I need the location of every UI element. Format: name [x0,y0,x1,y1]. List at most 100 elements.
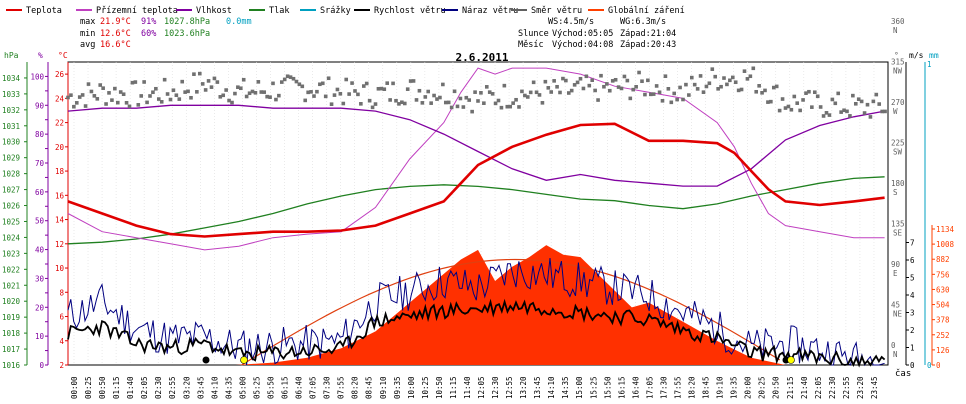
legend-label-5: Rychlost větru [374,6,446,16]
x-tick-label: 22:55 [842,376,851,399]
wind-direction-point [74,101,79,105]
legend-label-4: Srážky [320,6,351,16]
wind-direction-point [581,86,586,91]
wind-direction-point [370,105,375,110]
x-tick-label: 18:45 [702,376,711,399]
wind-direction-point [236,85,240,89]
humidity-tick-label: 30 [35,274,45,283]
wind-direction-point [262,90,267,94]
wind-direction-point [640,79,644,84]
wind-direction-point [687,93,691,97]
wind-direction-point [821,114,826,118]
unit-wind-direction: ° [894,51,899,60]
wind-direction-point [209,85,214,89]
wind-dir-label: N [893,350,898,359]
temperature-tick-label: 14 [55,216,65,225]
wind-direction-point [754,89,759,94]
wind-direction-point [212,76,217,81]
x-tick-label: 03:45 [196,376,205,399]
wind-direction-point [552,79,556,83]
wind-direction-point [616,85,621,89]
wind-direction-point [663,74,668,79]
wind-direction-point [426,89,431,94]
wind-direction-point [282,77,287,82]
wind-direction-point [745,77,750,81]
wind-direction-point [473,90,477,94]
wind-direction-point [520,89,524,94]
x-tick-label: 22:05 [814,376,823,399]
x-tick-label: 05:00 [238,376,247,399]
wind-direction-point [607,88,612,93]
wind-direction-point [443,100,448,105]
legend-label-8: Globální záření [608,6,685,16]
x-tick-label: 11:40 [463,376,472,399]
info-block: WS:4.5m/s WG:6.3m/s Slunce Východ:05:05 … [518,17,676,50]
temperature-tick-label: 8 [59,288,64,297]
humidity-tick-label: 20 [35,303,45,312]
x-tick-label: 12:30 [491,376,500,399]
wind-direction-point [839,110,843,114]
unit-rain: mm [929,51,939,60]
pressure-tick-label: 1022 [2,265,20,274]
info-moon-rise: Východ:04:08 [552,40,613,50]
x-tick-label: 14:10 [547,376,556,399]
x-tick-label: 12:55 [505,376,514,399]
wind-direction-point [318,82,322,87]
x-tick-label: 17:55 [673,376,682,399]
wind-direction-point [203,88,208,92]
temperature-tick-label: 24 [55,94,65,103]
x-tick-label: 00:00 [70,376,79,399]
wind-direction-point [733,80,738,85]
pressure-tick-label: 1017 [2,345,20,354]
wind-direction-point [394,98,398,103]
wind-direction-point [666,87,671,91]
wind-direction-point [320,81,325,86]
wind-direction-point [593,88,597,93]
wind-direction-point [599,73,603,78]
wind-direction-point [329,102,334,106]
wind-direction-point [484,85,489,89]
left-axes: 1016101710181019102010211022102310241025… [2,62,69,370]
wind-direction-point [391,81,395,86]
pressure-tick-label: 1027 [2,186,20,195]
wind-direction-point [810,105,814,109]
wind-direction-point [86,82,91,86]
wind-direction-point [801,98,805,102]
radiation-clearsky-line [241,258,781,366]
wind-direction-point [124,100,129,105]
wind-direction-point [525,95,530,99]
x-tick-label: 14:35 [561,376,570,399]
legend-label-6: Náraz větru [462,6,518,16]
wind-direction-point [180,79,185,84]
radiation-tick-label: 630 [936,285,950,294]
wind-direction-point [189,95,193,100]
x-tick-label: 00:25 [84,376,93,399]
wind-direction-point [868,115,873,119]
wind-direction-point [848,114,852,118]
pressure-tick-label: 1030 [2,138,21,147]
wind-direction-point [874,92,879,97]
info-ws: WS:4.5m/s [548,17,594,27]
wind-direction-point [555,84,559,89]
wind-direction-point [338,91,343,96]
wind-direction-point [72,104,76,109]
wind-direction-point [127,104,132,109]
radiation-tick-label: 126 [936,346,950,355]
wind-speed-tick-label: 5 [910,274,915,283]
wind-direction-point [610,79,615,83]
wind-direction-point [323,94,328,99]
wind-direction-point [233,91,237,96]
x-tick-label: 15:00 [575,376,584,399]
wind-direction-point [458,96,463,101]
wind-direction-point [265,94,269,99]
wind-direction-point [353,89,357,93]
x-tick-label: 06:15 [281,376,290,399]
wind-direction-point [883,109,887,114]
wind-direction-point [373,102,378,106]
legend-label-7: Směr větru [531,6,582,16]
wind-direction-point [578,76,583,81]
temperature-tick-label: 4 [59,337,64,346]
wind-direction-point [253,90,258,95]
wind-direction-point [230,100,234,105]
wind-direction-point [613,77,618,82]
